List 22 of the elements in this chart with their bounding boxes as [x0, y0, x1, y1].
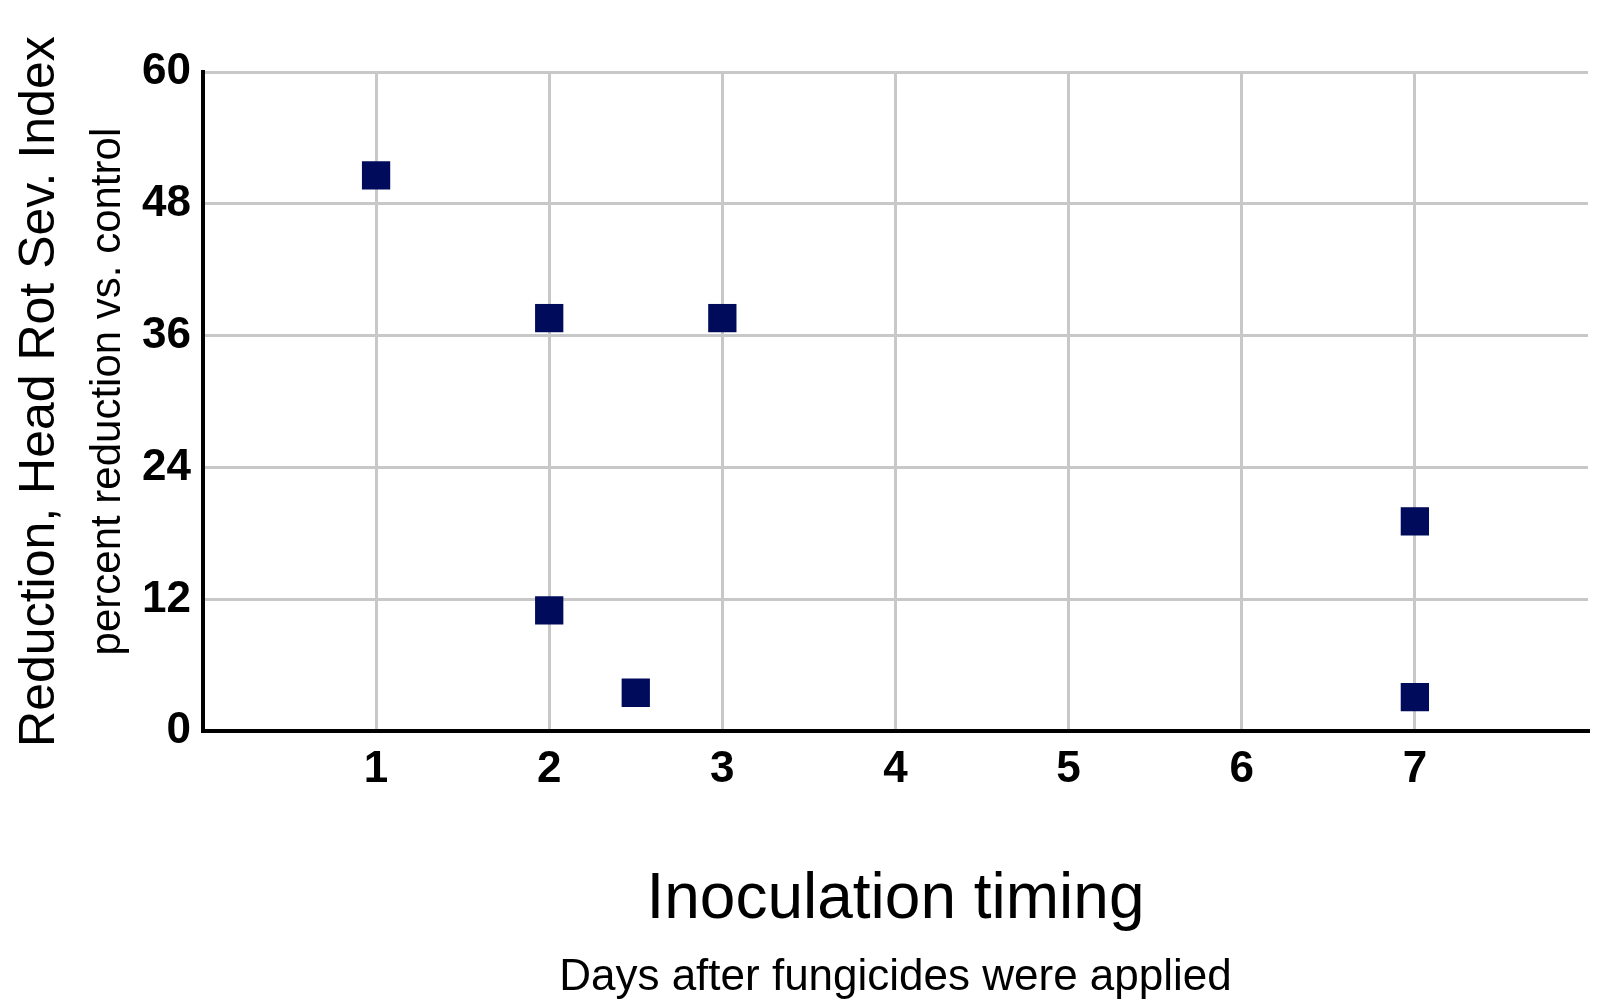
- x-tick-label: 5: [1056, 741, 1081, 791]
- x-tick-label: 4: [883, 741, 909, 791]
- point: [1400, 507, 1430, 536]
- x-tick-label: 3: [710, 741, 735, 791]
- y-tick-label: 24: [141, 439, 192, 489]
- y-tick-label: 60: [141, 44, 191, 94]
- x-axis-title: Inoculation timing Days after fungicides were applied: [559, 859, 1232, 1000]
- point: [535, 596, 564, 625]
- x-tick-label: 6: [1229, 741, 1254, 791]
- point: [621, 678, 650, 707]
- y-axis-title: Reduction, Head Rot Sev. Index percent reduction vs. control: [8, 36, 129, 747]
- x-tick-label: 1: [363, 741, 389, 791]
- point: [361, 161, 391, 190]
- y-tick-label: 0: [166, 703, 191, 753]
- point: [1400, 683, 1430, 712]
- point: [535, 303, 564, 333]
- point: [708, 303, 737, 333]
- y-tick-label: 12: [141, 571, 191, 621]
- x-tick-label: 2: [536, 741, 562, 791]
- y-tick-label: 36: [141, 307, 191, 357]
- y-tick-label: 48: [141, 175, 191, 225]
- x-tick-label: 7: [1402, 741, 1428, 791]
